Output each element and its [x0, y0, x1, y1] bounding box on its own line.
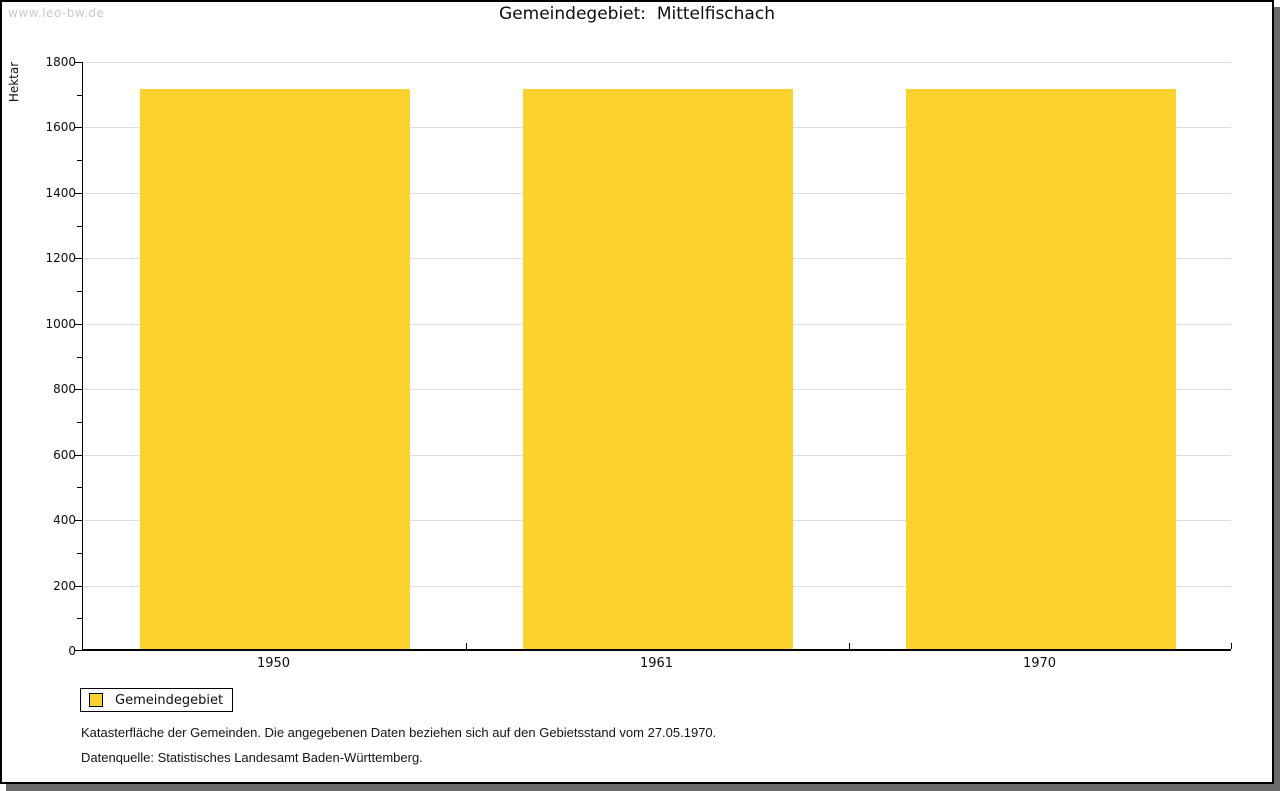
chart-title: Gemeindegebiet: Mittelfischach — [499, 4, 775, 24]
y-tick-label-1800: 1800 — [45, 55, 76, 69]
y-tick-label-1000: 1000 — [45, 317, 76, 331]
y-tick-200 — [75, 586, 83, 587]
plot-area — [75, 62, 1232, 651]
bar-1961 — [523, 89, 793, 649]
y-minor-tick-700 — [77, 422, 83, 423]
y-minor-tick-900 — [77, 357, 83, 358]
y-tick-label-400: 400 — [53, 513, 76, 527]
y-minor-tick-500 — [77, 487, 83, 488]
x-tick-label-1950: 1950 — [256, 656, 291, 671]
y-tick-1400 — [75, 193, 83, 194]
y-tick-label-200: 200 — [53, 579, 76, 593]
y-tick-600 — [75, 455, 83, 456]
y-minor-tick-300 — [77, 553, 83, 554]
y-tick-label-1600: 1600 — [45, 120, 76, 134]
legend: Gemeindegebiet — [80, 688, 233, 712]
y-minor-tick-1300 — [77, 226, 83, 227]
y-tick-label-800: 800 — [53, 382, 76, 396]
y-tick-1000 — [75, 324, 83, 325]
y-minor-tick-1100 — [77, 291, 83, 292]
x-boundary-tick-2 — [849, 643, 850, 649]
y-tick-label-1200: 1200 — [45, 251, 76, 265]
x-boundary-tick-1 — [466, 643, 467, 649]
y-minor-tick-100 — [77, 618, 83, 619]
footnote-datenquelle: Datenquelle: Statistisches Landesamt Bad… — [81, 750, 423, 765]
y-tick-800 — [75, 389, 83, 390]
watermark: www.leo-bw.de — [8, 6, 105, 20]
y-tick-1800 — [75, 62, 83, 63]
x-boundary-tick-3 — [1231, 643, 1232, 649]
y-tick-label-600: 600 — [53, 448, 76, 462]
x-tick-label-1961: 1961 — [639, 656, 674, 671]
bar-1950 — [140, 89, 410, 649]
gridline-1800 — [83, 62, 1231, 63]
x-tick-label-1970: 1970 — [1022, 656, 1057, 671]
y-minor-tick-1700 — [77, 95, 83, 96]
y-minor-tick-1500 — [77, 160, 83, 161]
y-tick-label-0: 0 — [68, 644, 76, 658]
legend-label: Gemeindegebiet — [115, 692, 224, 708]
legend-swatch-icon — [89, 693, 103, 707]
footnote-gebietsstand: Katasterfläche der Gemeinden. Die angege… — [81, 725, 717, 740]
y-tick-1600 — [75, 127, 83, 128]
y-tick-400 — [75, 520, 83, 521]
y-tick-label-1400: 1400 — [45, 186, 76, 200]
y-tick-1200 — [75, 258, 83, 259]
y-tick-0 — [75, 650, 83, 651]
bar-1970 — [906, 89, 1176, 649]
